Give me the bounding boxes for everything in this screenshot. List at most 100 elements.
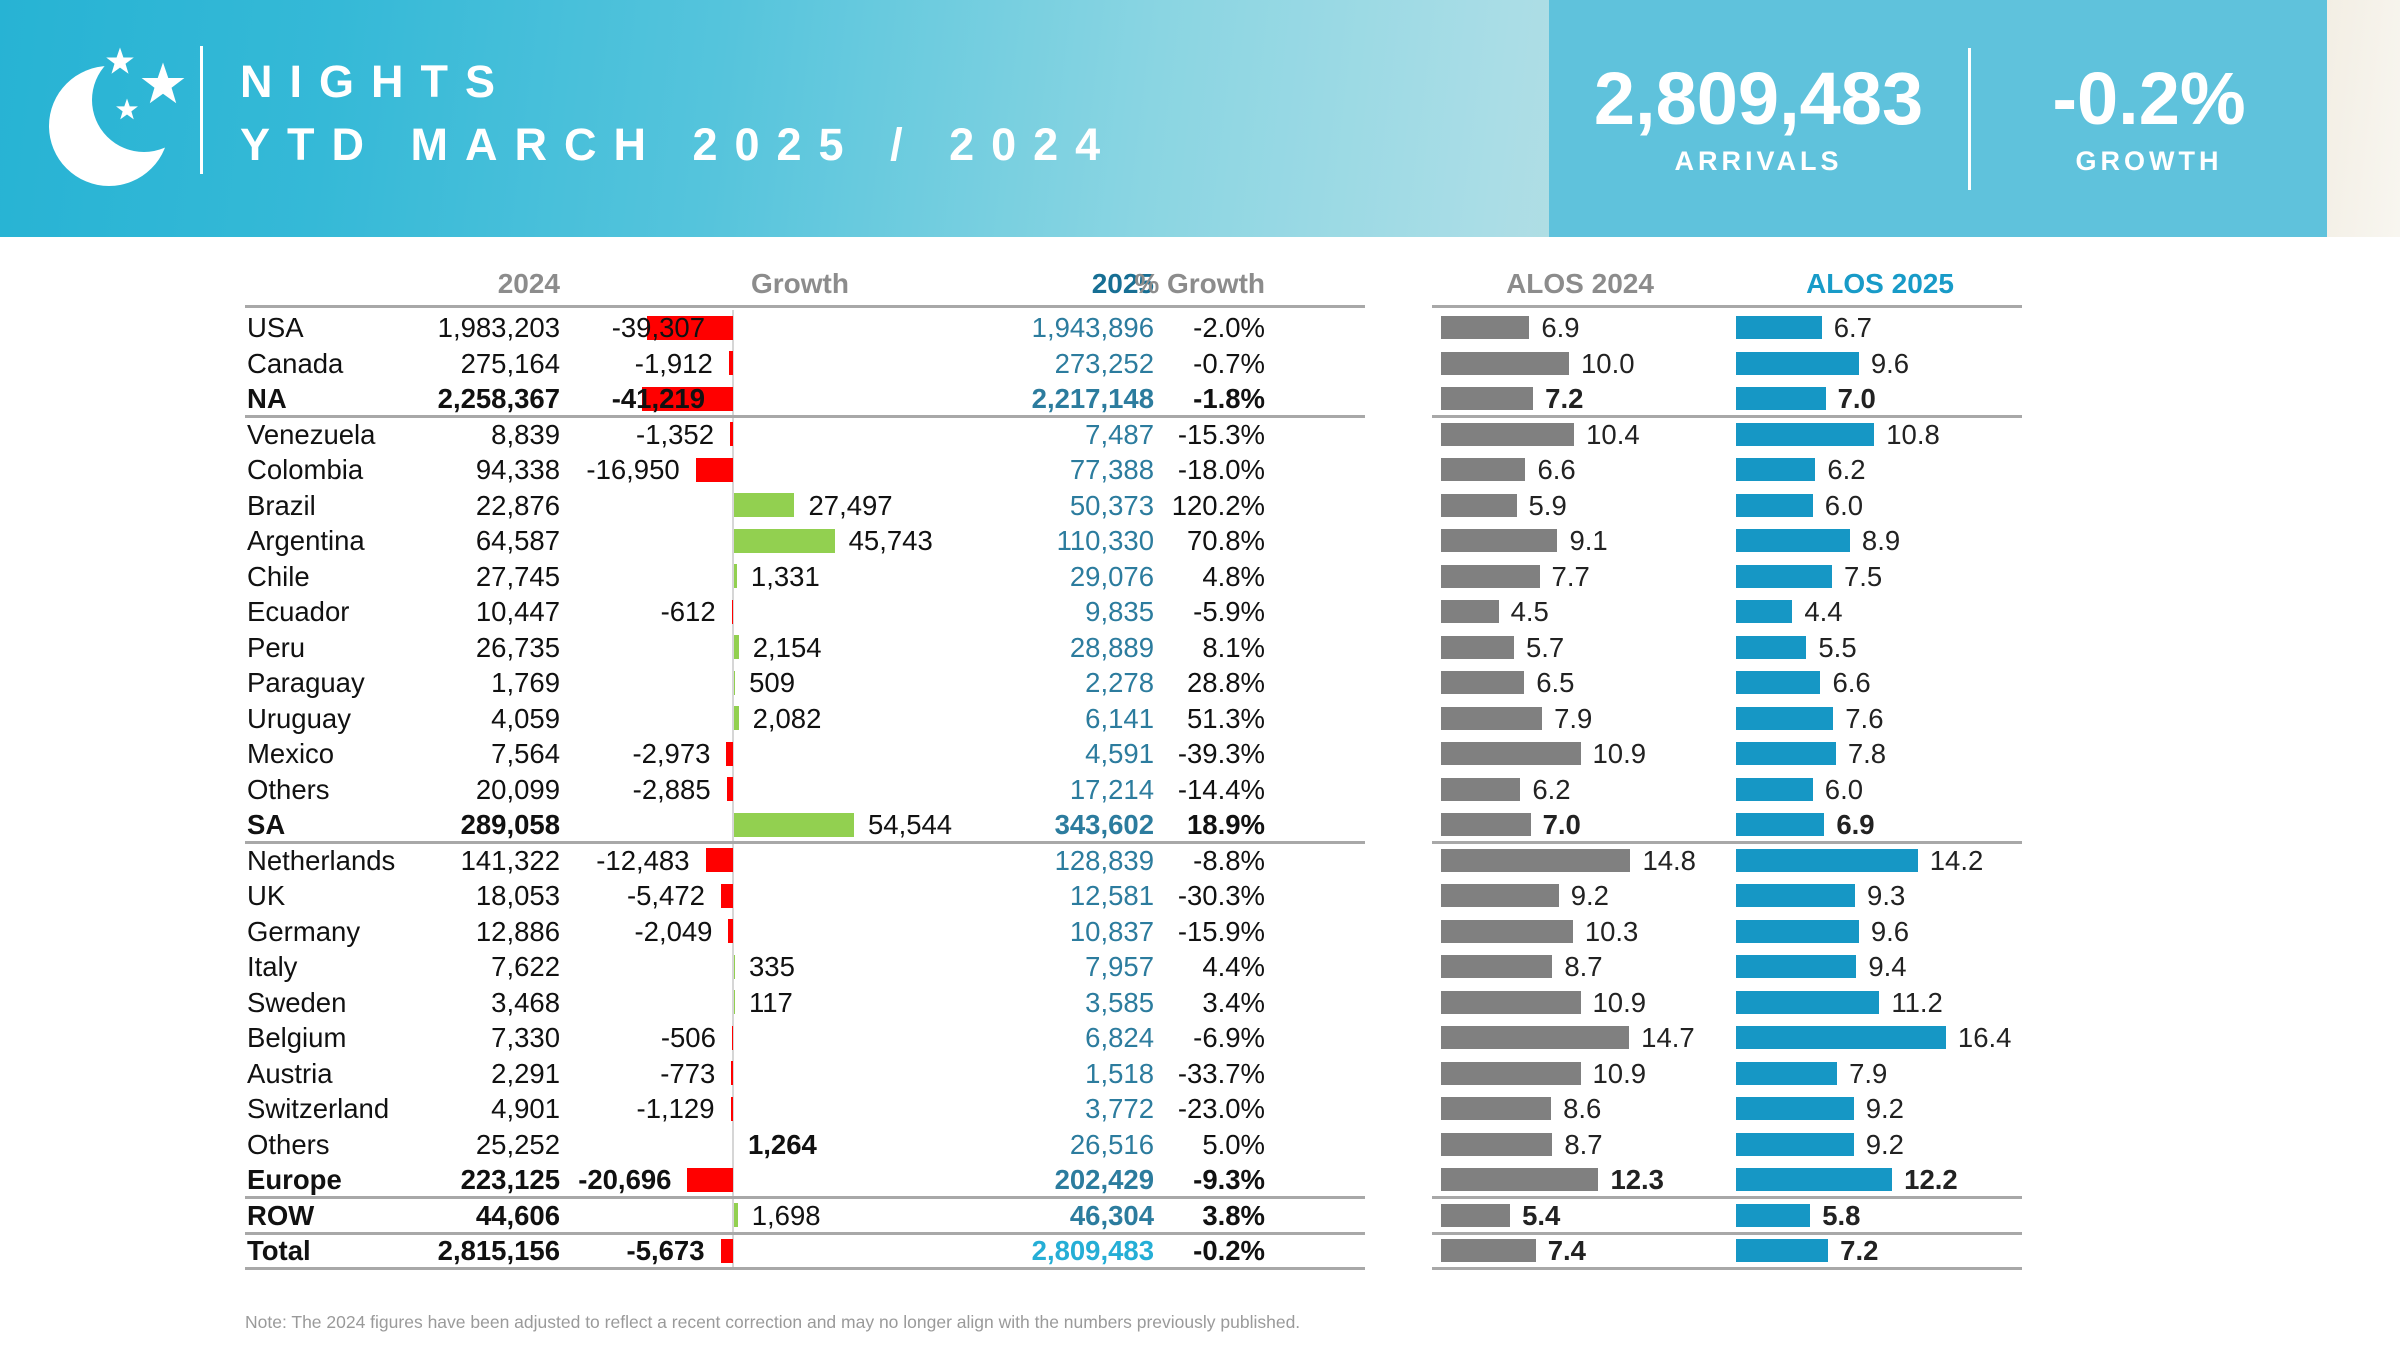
growth-bar <box>728 351 733 375</box>
alos-2024-bar <box>1441 387 1534 410</box>
value-2025: 7,957 <box>1085 951 1154 982</box>
table-row: Argentina 64,587 45,743 110,330 70.8% 9.1 8.9 <box>245 523 2022 559</box>
value-2024: 10,447 <box>475 596 560 627</box>
growth-value-label: -5,472 <box>626 880 705 911</box>
alos-2024-value: 7.2 <box>1545 383 1584 414</box>
value-2024: 64,587 <box>475 525 560 556</box>
alos-2024-bar <box>1441 1239 1536 1262</box>
value-2025: 12,581 <box>1069 880 1154 911</box>
alos-2024-value: 5.4 <box>1522 1199 1561 1231</box>
alos-2024-bar <box>1441 848 1631 872</box>
alos-2025-bar <box>1736 1097 1854 1120</box>
alos-2025-bar <box>1736 777 1813 801</box>
column-header-growth: Growth <box>751 268 849 299</box>
country-label: Total <box>247 1235 311 1266</box>
pct-growth-value: -30.3% <box>1177 880 1265 911</box>
value-2024: 3,468 <box>491 986 560 1018</box>
alos-2024-value: 10.9 <box>1592 1057 1647 1089</box>
pct-growth-value: -23.0% <box>1177 1093 1265 1124</box>
growth-bar <box>642 386 733 411</box>
alos-2025-value: 7.5 <box>1844 560 1883 592</box>
alos-2024-bar <box>1441 990 1581 1014</box>
alos-2024-value: 7.4 <box>1547 1235 1586 1266</box>
section-border-alos <box>1432 1267 2022 1270</box>
alos-2024-bar <box>1441 1168 1599 1191</box>
growth-value-label: -612 <box>660 596 716 627</box>
alos-2025-bar <box>1736 1132 1854 1156</box>
growth-value-label: 335 <box>749 951 795 982</box>
value-2024: 25,252 <box>475 1128 560 1160</box>
growth-bar <box>720 883 733 908</box>
value-2025: 26,516 <box>1069 1128 1154 1160</box>
table-row: Europe 223,125 -20,696 202,429 -9.3% 12.3 12.2 <box>245 1162 2022 1199</box>
alos-2025-value: 7.0 <box>1837 383 1876 414</box>
table-row: NA 2,258,367 -41,219 2,217,148 -1.8% 7.2 7.0 <box>245 381 2022 418</box>
alos-2025-value: 6.0 <box>1824 773 1864 805</box>
section-border-alos <box>1432 415 2022 418</box>
alos-2024-value: 6.5 <box>1536 667 1575 698</box>
country-label: Europe <box>247 1164 342 1195</box>
alos-2025-value: 9.6 <box>1870 347 1910 379</box>
alos-2024-bar <box>1441 955 1553 978</box>
alos-2024-bar <box>1441 1026 1630 1049</box>
arrivals-stat: 2,809,483 ARRIVALS <box>1549 0 1968 237</box>
alos-2024-value: 7.0 <box>1542 809 1581 840</box>
growth-bar <box>734 990 735 1014</box>
table-row: Uruguay 4,059 2,082 6,141 51.3% 7.9 7.6 <box>245 701 2022 737</box>
pct-growth-value: -2.0% <box>1193 312 1265 343</box>
growth-bar <box>731 599 733 624</box>
arrivals-label: ARRIVALS <box>1674 146 1843 176</box>
growth-stat: -0.2% GROWTH <box>1971 0 2327 237</box>
table-row: UK 18,053 -5,472 12,581 -30.3% 9.2 9.3 <box>245 878 2022 914</box>
alos-2024-bar <box>1441 564 1540 588</box>
growth-bar <box>734 954 735 979</box>
alos-2024-value: 5.7 <box>1525 631 1565 663</box>
value-2024: 4,901 <box>491 1093 560 1124</box>
alos-2025-bar <box>1736 671 1821 694</box>
country-label: NA <box>247 383 287 414</box>
alos-2024-bar <box>1441 671 1525 694</box>
growth-bar <box>646 315 733 340</box>
table-row: Others 20,099 -2,885 17,214 -14.4% 6.2 6.0 <box>245 772 2022 808</box>
table-row: Colombia 94,338 -16,950 77,388 -18.0% 6.6 6.2 <box>245 452 2022 488</box>
alos-2025-value: 14.2 <box>1929 844 1984 876</box>
alos-2025-bar <box>1736 884 1856 907</box>
value-2024: 1,769 <box>491 667 560 698</box>
alos-2025-value: 6.9 <box>1836 809 1875 840</box>
growth-value-label: -2,049 <box>634 915 713 947</box>
pct-growth-value: -33.7% <box>1177 1057 1265 1089</box>
value-2024: 27,745 <box>475 560 560 592</box>
alos-2025-value: 11.2 <box>1891 986 1943 1018</box>
growth-bar <box>720 1238 733 1263</box>
growth-bar <box>734 812 854 837</box>
value-2025: 50,373 <box>1069 489 1154 521</box>
pct-growth-value: -6.9% <box>1193 1022 1265 1053</box>
footnote: Note: The 2024 figures have been adjuste… <box>245 1312 1301 1332</box>
value-2025: 1,518 <box>1085 1057 1154 1089</box>
growth-bar <box>734 670 736 695</box>
pct-growth-value: -18.0% <box>1177 454 1265 485</box>
pct-growth-value: 5.0% <box>1202 1128 1265 1160</box>
growth-value-label: -773 <box>660 1057 716 1089</box>
country-label: Brazil <box>247 489 316 521</box>
growth-value-label: -2,885 <box>632 773 711 805</box>
alos-2025-bar <box>1736 919 1859 943</box>
alos-2025-bar <box>1736 635 1807 659</box>
country-label: Sweden <box>247 986 347 1018</box>
alos-2025-bar <box>1736 316 1822 339</box>
alos-2024-bar <box>1441 919 1573 943</box>
country-label: Italy <box>247 951 298 982</box>
alos-2025-bar <box>1736 955 1857 978</box>
table-row: Others 25,252 1,264 26,516 5.0% 8.7 9.2 <box>245 1127 2022 1163</box>
alos-2025-value: 6.7 <box>1833 312 1872 343</box>
country-label: UK <box>247 880 286 911</box>
growth-value-label: 509 <box>749 667 795 698</box>
table-row: ROW 44,606 1,698 46,304 3.8% 5.4 5.8 <box>245 1198 2022 1235</box>
country-label: Others <box>247 1128 330 1160</box>
growth-value-label: 117 <box>749 986 793 1018</box>
growth-value-label: -1,352 <box>636 418 715 450</box>
alos-2025-bar <box>1736 848 1918 872</box>
page-title: NIGHTS YTD MARCH 2025 / 2024 <box>240 50 1117 176</box>
pct-growth-value: -14.4% <box>1177 773 1265 805</box>
alos-2024-value: 10.3 <box>1584 915 1639 947</box>
